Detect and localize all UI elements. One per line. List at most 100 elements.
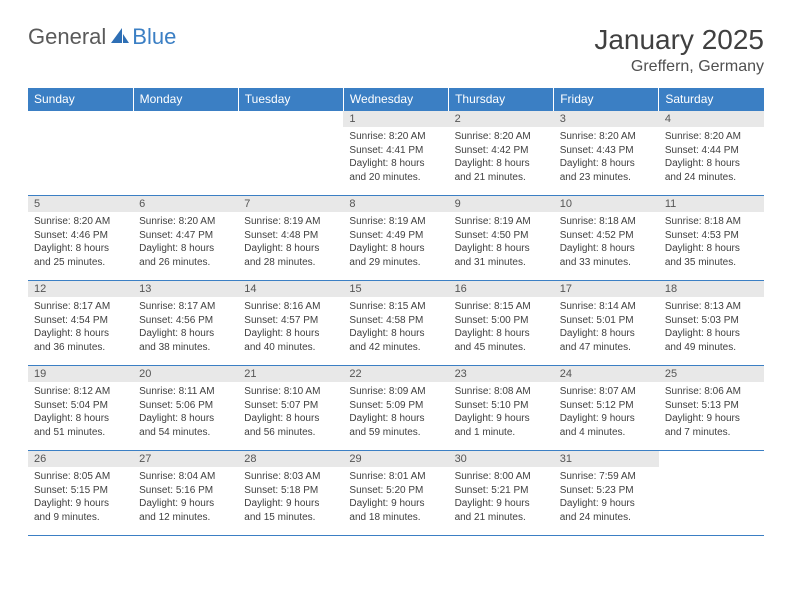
day-details: Sunrise: 8:00 AMSunset: 5:21 PMDaylight:…	[449, 467, 554, 527]
day-details: Sunrise: 8:01 AMSunset: 5:20 PMDaylight:…	[343, 467, 448, 527]
calendar-cell: 17Sunrise: 8:14 AMSunset: 5:01 PMDayligh…	[554, 281, 659, 366]
day-details: Sunrise: 8:05 AMSunset: 5:15 PMDaylight:…	[28, 467, 133, 527]
day-number: 12	[28, 281, 133, 297]
day-details: Sunrise: 8:10 AMSunset: 5:07 PMDaylight:…	[238, 382, 343, 442]
calendar-cell: 16Sunrise: 8:15 AMSunset: 5:00 PMDayligh…	[449, 281, 554, 366]
day-details: Sunrise: 8:08 AMSunset: 5:10 PMDaylight:…	[449, 382, 554, 442]
calendar-cell: 24Sunrise: 8:07 AMSunset: 5:12 PMDayligh…	[554, 366, 659, 451]
calendar-cell: 13Sunrise: 8:17 AMSunset: 4:56 PMDayligh…	[133, 281, 238, 366]
calendar-cell: 30Sunrise: 8:00 AMSunset: 5:21 PMDayligh…	[449, 451, 554, 536]
weekday-header: Thursday	[449, 88, 554, 111]
calendar-cell: 23Sunrise: 8:08 AMSunset: 5:10 PMDayligh…	[449, 366, 554, 451]
calendar-cell: 12Sunrise: 8:17 AMSunset: 4:54 PMDayligh…	[28, 281, 133, 366]
calendar-cell: 6Sunrise: 8:20 AMSunset: 4:47 PMDaylight…	[133, 196, 238, 281]
logo-text-blue: Blue	[132, 24, 176, 50]
calendar-cell	[659, 451, 764, 536]
calendar-cell: 3Sunrise: 8:20 AMSunset: 4:43 PMDaylight…	[554, 111, 659, 196]
calendar-row: 1Sunrise: 8:20 AMSunset: 4:41 PMDaylight…	[28, 111, 764, 196]
day-details: Sunrise: 8:19 AMSunset: 4:49 PMDaylight:…	[343, 212, 448, 272]
calendar-table: Sunday Monday Tuesday Wednesday Thursday…	[28, 88, 764, 536]
calendar-cell: 19Sunrise: 8:12 AMSunset: 5:04 PMDayligh…	[28, 366, 133, 451]
calendar-row: 26Sunrise: 8:05 AMSunset: 5:15 PMDayligh…	[28, 451, 764, 536]
day-number: 13	[133, 281, 238, 297]
day-number: 6	[133, 196, 238, 212]
day-number: 9	[449, 196, 554, 212]
calendar-cell: 11Sunrise: 8:18 AMSunset: 4:53 PMDayligh…	[659, 196, 764, 281]
day-number: 23	[449, 366, 554, 382]
day-details: Sunrise: 8:03 AMSunset: 5:18 PMDaylight:…	[238, 467, 343, 527]
day-details: Sunrise: 8:12 AMSunset: 5:04 PMDaylight:…	[28, 382, 133, 442]
title-block: January 2025 Greffern, Germany	[594, 24, 764, 76]
day-details: Sunrise: 8:20 AMSunset: 4:43 PMDaylight:…	[554, 127, 659, 187]
day-number: 10	[554, 196, 659, 212]
calendar-cell: 31Sunrise: 7:59 AMSunset: 5:23 PMDayligh…	[554, 451, 659, 536]
day-details: Sunrise: 8:04 AMSunset: 5:16 PMDaylight:…	[133, 467, 238, 527]
day-details: Sunrise: 8:20 AMSunset: 4:42 PMDaylight:…	[449, 127, 554, 187]
calendar-cell: 1Sunrise: 8:20 AMSunset: 4:41 PMDaylight…	[343, 111, 448, 196]
calendar-cell: 14Sunrise: 8:16 AMSunset: 4:57 PMDayligh…	[238, 281, 343, 366]
calendar-cell: 10Sunrise: 8:18 AMSunset: 4:52 PMDayligh…	[554, 196, 659, 281]
day-details: Sunrise: 8:19 AMSunset: 4:50 PMDaylight:…	[449, 212, 554, 272]
day-number: 2	[449, 111, 554, 127]
calendar-cell: 29Sunrise: 8:01 AMSunset: 5:20 PMDayligh…	[343, 451, 448, 536]
calendar-row: 19Sunrise: 8:12 AMSunset: 5:04 PMDayligh…	[28, 366, 764, 451]
month-title: January 2025	[594, 24, 764, 56]
weekday-header: Saturday	[659, 88, 764, 111]
day-number: 15	[343, 281, 448, 297]
logo: General Blue	[28, 24, 176, 50]
calendar-cell: 18Sunrise: 8:13 AMSunset: 5:03 PMDayligh…	[659, 281, 764, 366]
weekday-header: Sunday	[28, 88, 133, 111]
day-details: Sunrise: 8:13 AMSunset: 5:03 PMDaylight:…	[659, 297, 764, 357]
calendar-cell: 25Sunrise: 8:06 AMSunset: 5:13 PMDayligh…	[659, 366, 764, 451]
weekday-header: Wednesday	[343, 88, 448, 111]
calendar-cell: 20Sunrise: 8:11 AMSunset: 5:06 PMDayligh…	[133, 366, 238, 451]
calendar-cell	[28, 111, 133, 196]
day-number: 4	[659, 111, 764, 127]
day-number: 17	[554, 281, 659, 297]
calendar-cell: 8Sunrise: 8:19 AMSunset: 4:49 PMDaylight…	[343, 196, 448, 281]
day-details: Sunrise: 8:19 AMSunset: 4:48 PMDaylight:…	[238, 212, 343, 272]
weekday-header-row: Sunday Monday Tuesday Wednesday Thursday…	[28, 88, 764, 111]
day-details: Sunrise: 8:17 AMSunset: 4:56 PMDaylight:…	[133, 297, 238, 357]
day-details: Sunrise: 8:15 AMSunset: 4:58 PMDaylight:…	[343, 297, 448, 357]
location: Greffern, Germany	[594, 58, 764, 76]
day-number: 22	[343, 366, 448, 382]
day-number: 25	[659, 366, 764, 382]
calendar-cell: 5Sunrise: 8:20 AMSunset: 4:46 PMDaylight…	[28, 196, 133, 281]
calendar-cell: 27Sunrise: 8:04 AMSunset: 5:16 PMDayligh…	[133, 451, 238, 536]
day-details: Sunrise: 8:14 AMSunset: 5:01 PMDaylight:…	[554, 297, 659, 357]
day-details: Sunrise: 8:18 AMSunset: 4:53 PMDaylight:…	[659, 212, 764, 272]
calendar-cell: 22Sunrise: 8:09 AMSunset: 5:09 PMDayligh…	[343, 366, 448, 451]
day-number: 21	[238, 366, 343, 382]
day-number: 3	[554, 111, 659, 127]
weekday-header: Monday	[133, 88, 238, 111]
day-number: 20	[133, 366, 238, 382]
calendar-cell: 9Sunrise: 8:19 AMSunset: 4:50 PMDaylight…	[449, 196, 554, 281]
day-details: Sunrise: 8:20 AMSunset: 4:47 PMDaylight:…	[133, 212, 238, 272]
day-details: Sunrise: 8:16 AMSunset: 4:57 PMDaylight:…	[238, 297, 343, 357]
calendar-cell: 26Sunrise: 8:05 AMSunset: 5:15 PMDayligh…	[28, 451, 133, 536]
day-number: 19	[28, 366, 133, 382]
day-number: 18	[659, 281, 764, 297]
day-number: 27	[133, 451, 238, 467]
calendar-cell: 7Sunrise: 8:19 AMSunset: 4:48 PMDaylight…	[238, 196, 343, 281]
day-details: Sunrise: 8:11 AMSunset: 5:06 PMDaylight:…	[133, 382, 238, 442]
day-number: 31	[554, 451, 659, 467]
day-details: Sunrise: 8:17 AMSunset: 4:54 PMDaylight:…	[28, 297, 133, 357]
day-number: 30	[449, 451, 554, 467]
calendar-cell: 28Sunrise: 8:03 AMSunset: 5:18 PMDayligh…	[238, 451, 343, 536]
day-number: 1	[343, 111, 448, 127]
calendar-cell: 4Sunrise: 8:20 AMSunset: 4:44 PMDaylight…	[659, 111, 764, 196]
calendar-cell	[238, 111, 343, 196]
day-number: 7	[238, 196, 343, 212]
header: General Blue January 2025 Greffern, Germ…	[28, 24, 764, 76]
weekday-header: Tuesday	[238, 88, 343, 111]
day-number: 14	[238, 281, 343, 297]
day-details: Sunrise: 8:15 AMSunset: 5:00 PMDaylight:…	[449, 297, 554, 357]
day-number: 28	[238, 451, 343, 467]
day-number: 26	[28, 451, 133, 467]
weekday-header: Friday	[554, 88, 659, 111]
calendar-row: 12Sunrise: 8:17 AMSunset: 4:54 PMDayligh…	[28, 281, 764, 366]
calendar-cell	[133, 111, 238, 196]
day-details: Sunrise: 7:59 AMSunset: 5:23 PMDaylight:…	[554, 467, 659, 527]
